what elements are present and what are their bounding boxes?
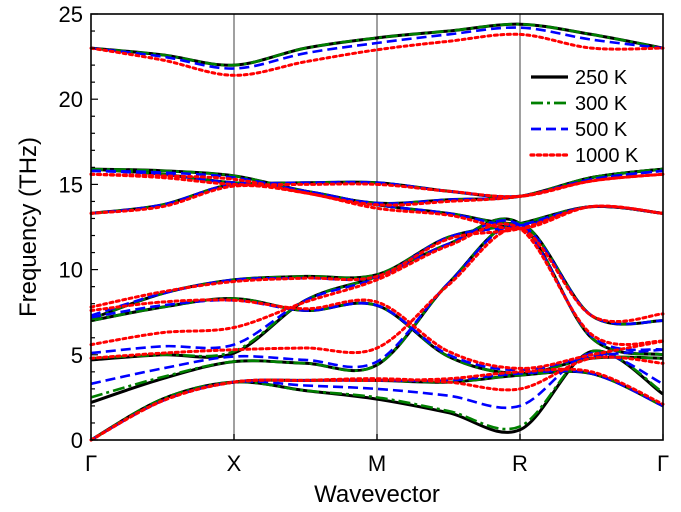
y-tick-label: 20 bbox=[59, 87, 83, 112]
phonon-band bbox=[90, 22, 664, 67]
phonon-band bbox=[89, 298, 665, 370]
phonon-band bbox=[89, 172, 665, 207]
dispersion-curves bbox=[89, 22, 665, 442]
phonon-band bbox=[89, 226, 665, 360]
legend-label: 1000 K bbox=[575, 145, 639, 167]
legend-label: 250 K bbox=[575, 67, 628, 89]
phonon-band bbox=[90, 298, 664, 372]
legend-label: 500 K bbox=[575, 119, 628, 141]
series-1000-k bbox=[89, 32, 665, 442]
y-axis-title: Frequency (THz) bbox=[15, 137, 42, 317]
x-tick-label: Γ bbox=[657, 451, 669, 476]
phonon-band bbox=[89, 32, 665, 77]
phonon-band bbox=[89, 222, 665, 347]
y-tick-label: 0 bbox=[71, 428, 83, 453]
legend: 250 K 300 K 500 K 1000 K bbox=[529, 67, 639, 167]
x-axis-title: Wavevector bbox=[314, 481, 440, 508]
phonon-band bbox=[90, 26, 664, 70]
phonon-band bbox=[89, 355, 665, 442]
x-tick-label: Γ bbox=[85, 451, 97, 476]
legend-label: 300 K bbox=[575, 93, 628, 115]
x-tick-label: R bbox=[512, 451, 528, 476]
x-tick-label: M bbox=[368, 451, 386, 476]
y-tick-label: 15 bbox=[59, 172, 83, 197]
y-axis-ticks: 0 5 10 15 20 25 bbox=[59, 2, 98, 453]
x-tick-label: X bbox=[227, 451, 242, 476]
y-tick-label: 10 bbox=[59, 258, 83, 283]
y-tick-label: 5 bbox=[71, 343, 83, 368]
y-tick-label: 25 bbox=[59, 2, 83, 27]
phonon-band bbox=[89, 184, 665, 231]
